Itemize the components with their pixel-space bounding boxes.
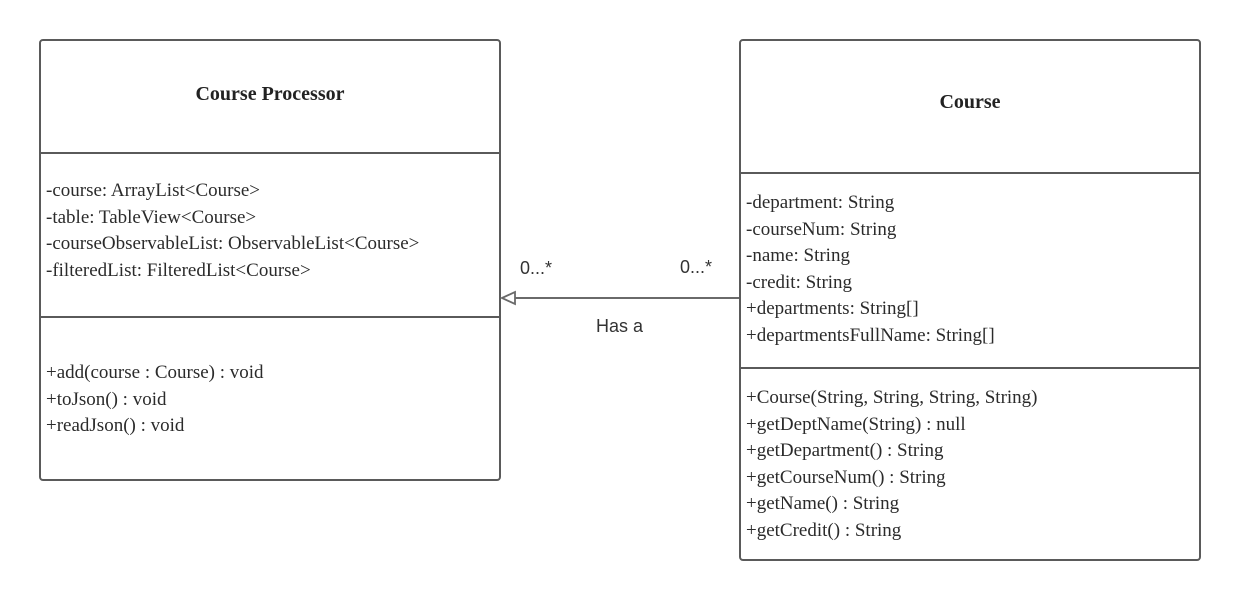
attribute: -courseObservableList: ObservableList<Co… (46, 233, 420, 254)
association-label: Has a (596, 316, 644, 336)
attribute: -courseNum: String (746, 218, 897, 240)
attribute: -filteredList: FilteredList<Course> (46, 259, 311, 281)
attribute: +departments: String[] (746, 298, 919, 319)
attribute: -table: TableView<Course> (46, 206, 257, 228)
operation: +add(course : Course) : void (46, 362, 264, 383)
operation: +getName() : String (746, 493, 900, 514)
operation: +getDeptName(String) : null (746, 413, 966, 435)
operation: +getCourseNum() : String (746, 466, 946, 488)
hollow-arrowhead-icon (499, 290, 516, 306)
class-course[interactable]: Course -department: String -courseNum: S… (739, 39, 1201, 561)
source-multiplicity: 0...* (520, 258, 553, 278)
operations-section: +add(course : Course) : void +toJson() :… (41, 316, 499, 479)
attributes-section: -department: String -courseNum: String -… (741, 172, 1199, 367)
attributes-section: -course: ArrayList<Course> -table: Table… (41, 152, 499, 316)
operation-list: +Course(String, String, String, String) … (746, 385, 1038, 544)
operation: +getCredit() : String (746, 519, 902, 541)
class-course-processor[interactable]: Course Processor -course: ArrayList<Cour… (39, 39, 501, 481)
attribute: -course: ArrayList<Course> (46, 180, 261, 201)
operation: +readJson() : void (46, 415, 185, 436)
attribute: +departmentsFullName: String[] (746, 324, 995, 346)
operation: +getDepartment() : String (746, 440, 944, 461)
attribute-list: -department: String -courseNum: String -… (746, 190, 995, 349)
attribute-list: -course: ArrayList<Course> -table: Table… (46, 178, 419, 284)
target-multiplicity: 0...* (680, 257, 713, 277)
operation: +toJson() : void (46, 388, 167, 410)
attribute: -department: String (746, 192, 895, 213)
attribute: -credit: String (746, 271, 853, 293)
class-name-section: Course (741, 41, 1199, 172)
operations-section: +Course(String, String, String, String) … (741, 367, 1199, 559)
operation-list: +add(course : Course) : void +toJson() :… (46, 360, 264, 440)
attribute: -name: String (746, 245, 850, 266)
operation: +Course(String, String, String, String) (746, 387, 1038, 408)
class-name: Course Processor (195, 83, 345, 105)
class-name-section: Course Processor (41, 41, 499, 152)
class-name: Course (939, 91, 1001, 113)
